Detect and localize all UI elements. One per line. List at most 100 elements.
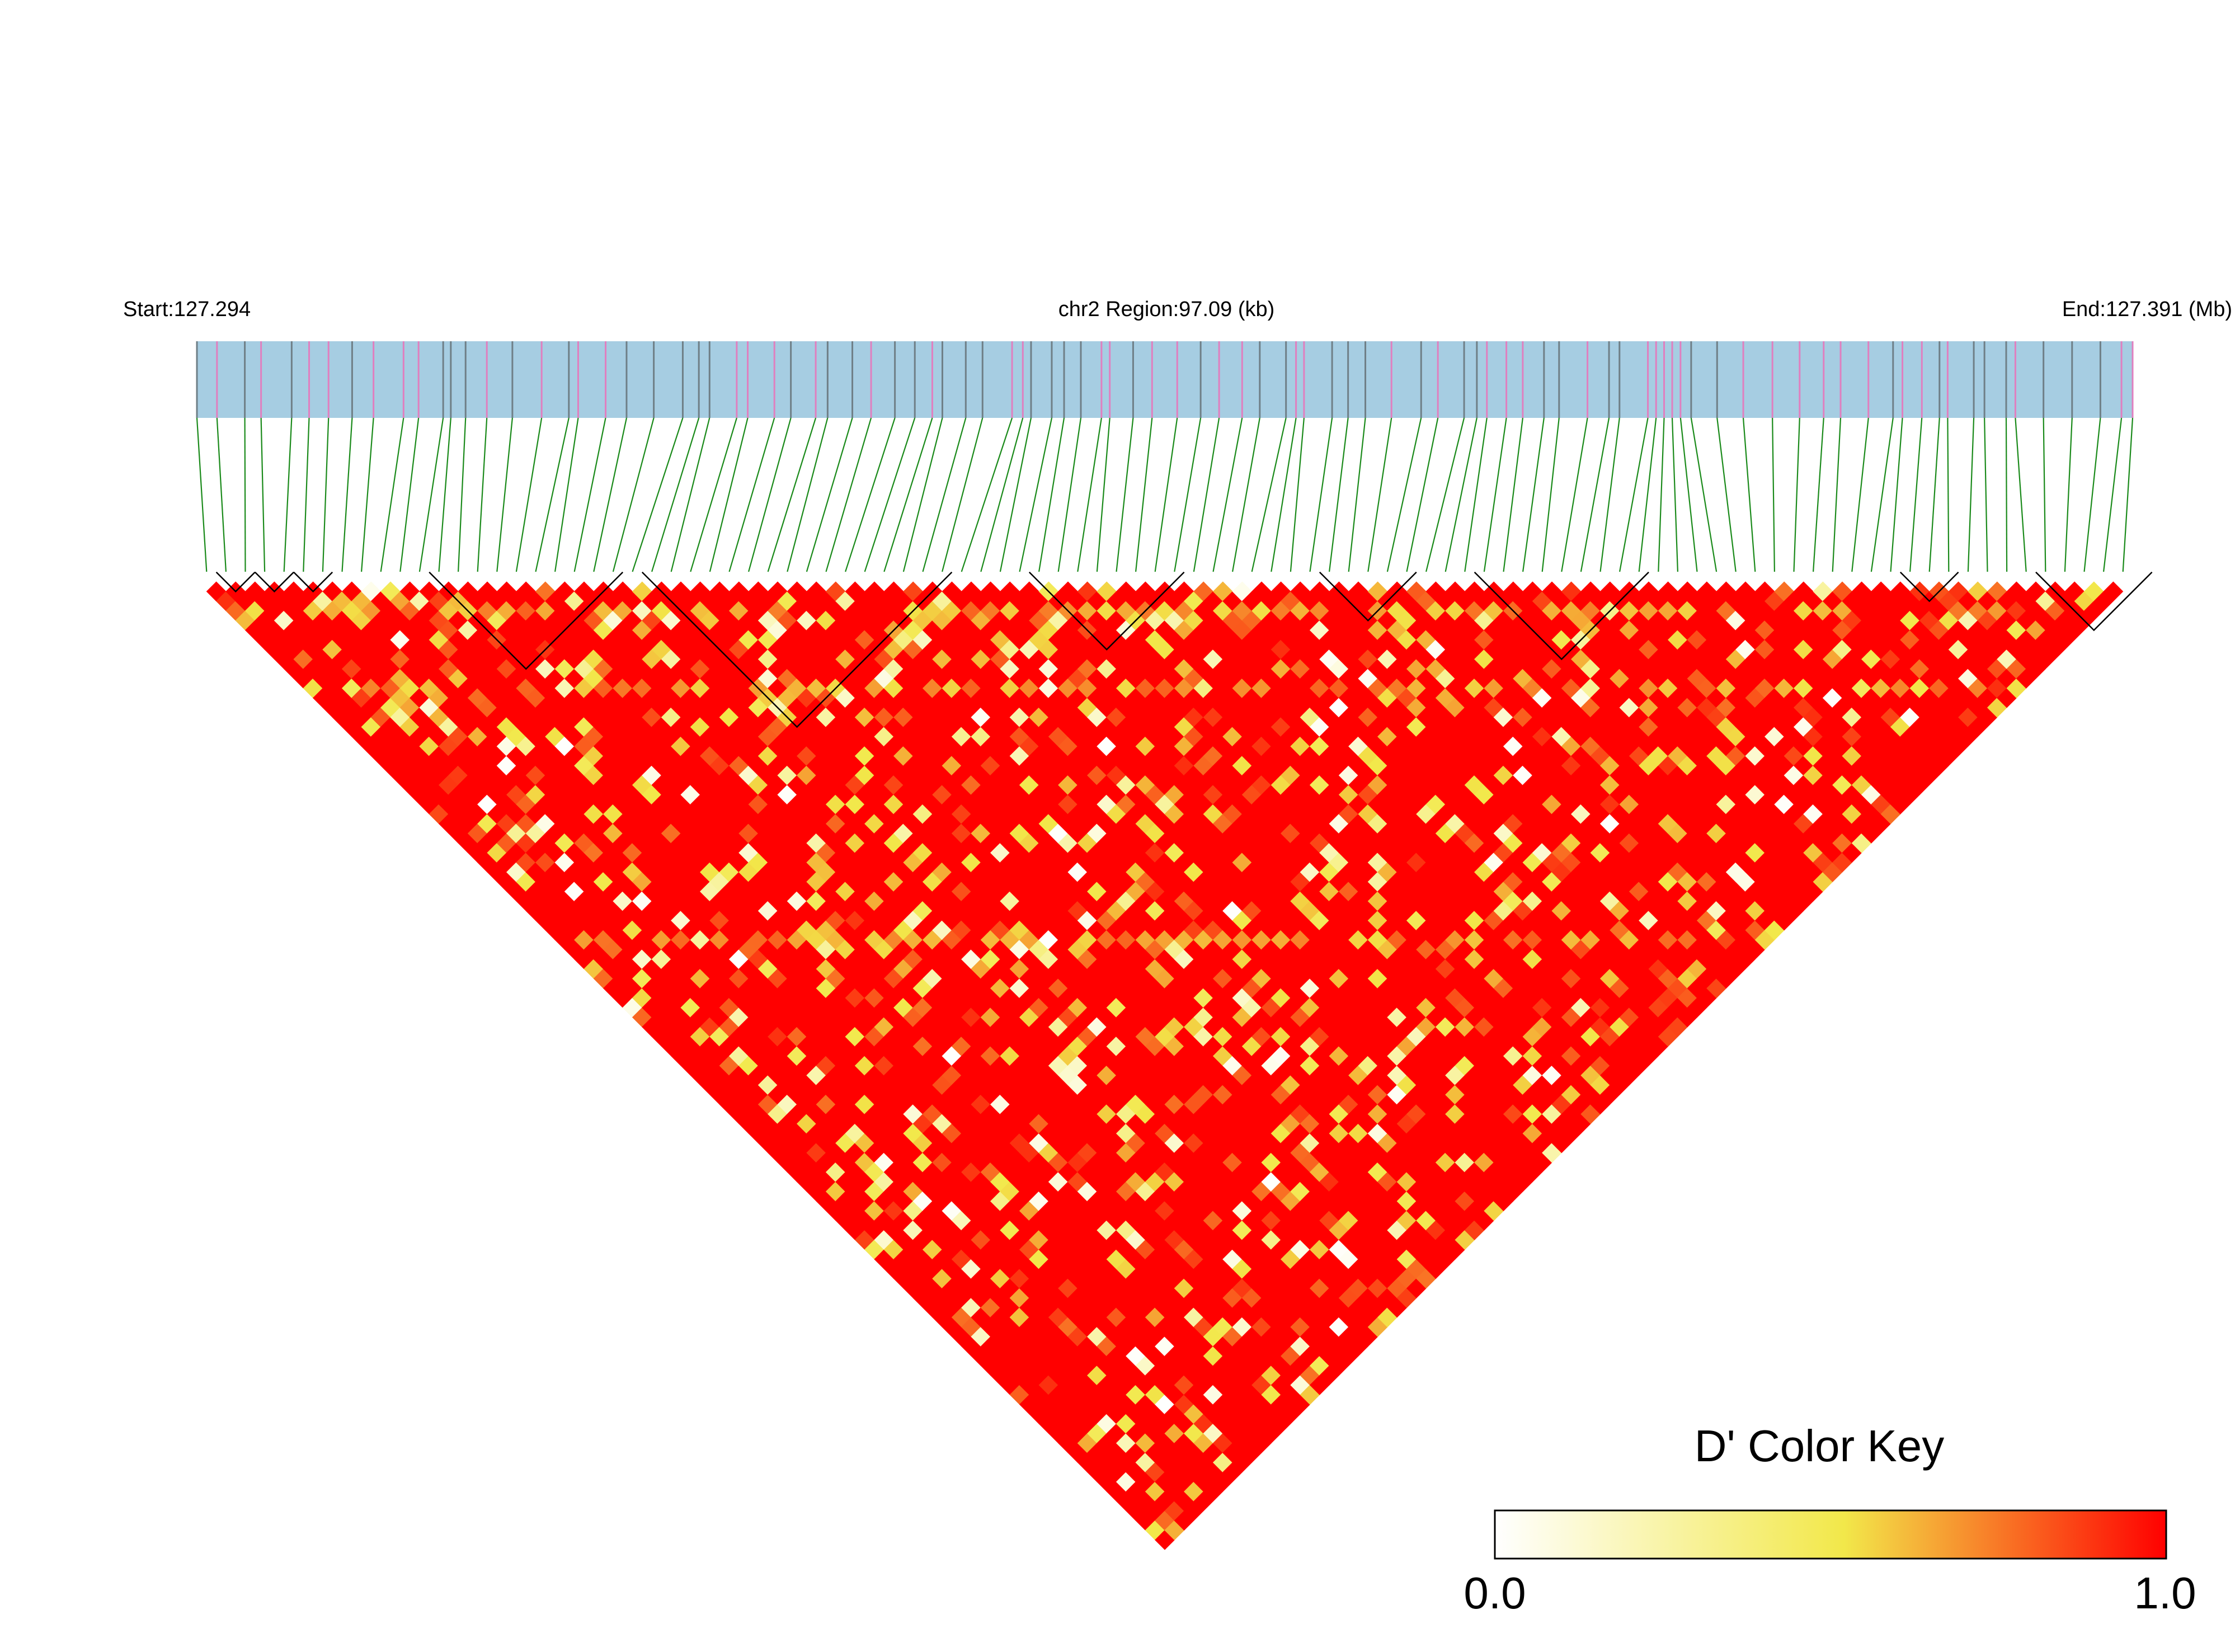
ld-cell xyxy=(1668,939,1688,960)
ld-cell xyxy=(1580,988,1601,1008)
ld-cell xyxy=(1774,658,1795,679)
ld-cell xyxy=(1126,1191,1146,1212)
ld-cell xyxy=(1019,833,1039,853)
ld-cell xyxy=(1261,881,1282,902)
ld-cell xyxy=(1522,910,1543,931)
ld-cell xyxy=(1097,678,1117,699)
ld-cell xyxy=(487,843,507,863)
ld-cell xyxy=(874,1133,895,1154)
ld-cell xyxy=(554,930,575,950)
ld-cell xyxy=(932,1191,952,1212)
ld-cell xyxy=(584,688,604,708)
ld-cell xyxy=(893,1094,914,1115)
ld-cell xyxy=(1367,833,1388,853)
ld-cell xyxy=(1416,939,1436,960)
ld-cell xyxy=(893,881,914,902)
ld-cell xyxy=(1251,1027,1272,1047)
ld-cell xyxy=(690,639,711,660)
ld-cell xyxy=(1241,1385,1262,1405)
ld-cell xyxy=(1241,610,1262,631)
ld-cell xyxy=(990,688,1010,708)
ld-cell xyxy=(661,939,681,960)
ld-cell xyxy=(1725,901,1746,921)
ld-cell xyxy=(390,649,411,670)
ld-cell xyxy=(1300,649,1320,670)
ld-cell xyxy=(1222,649,1243,670)
ld-cell xyxy=(1716,581,1737,602)
ld-cell xyxy=(1193,813,1214,834)
ld-cell xyxy=(1048,649,1069,670)
ld-cell xyxy=(709,775,730,796)
ld-cell xyxy=(1029,1365,1049,1386)
ld-cell xyxy=(1658,794,1678,815)
ld-cell xyxy=(951,920,972,940)
snp-connector xyxy=(1851,417,1869,572)
snp-connector xyxy=(554,417,579,572)
ld-cell xyxy=(690,1027,711,1047)
ld-cell xyxy=(603,939,623,960)
ld-cell xyxy=(1251,736,1272,756)
ld-cell xyxy=(1338,920,1359,940)
ld-cell xyxy=(825,833,846,853)
ld-cell xyxy=(1338,1152,1359,1173)
ld-cell xyxy=(1416,746,1436,766)
ld-cell xyxy=(971,978,991,999)
ld-cell xyxy=(709,1027,730,1047)
ld-cell xyxy=(1706,784,1726,805)
ld-cell xyxy=(1193,1027,1214,1047)
ld-cell xyxy=(1290,1142,1311,1163)
ld-cell xyxy=(1212,794,1233,815)
ld-cell xyxy=(1241,688,1262,708)
ld-cell xyxy=(1484,852,1504,873)
ld-cell xyxy=(1648,784,1669,805)
ld-cell xyxy=(1658,601,1678,621)
ld-cell xyxy=(1619,872,1640,892)
snp-connector xyxy=(632,417,684,572)
ld-cell xyxy=(487,649,507,670)
ld-cell xyxy=(1474,920,1494,940)
ld-cell xyxy=(1135,736,1156,756)
ld-cell xyxy=(757,649,778,670)
ld-cell xyxy=(1484,775,1504,796)
ld-cell xyxy=(1387,949,1408,969)
ld-cell xyxy=(1029,1133,1049,1154)
ld-cell xyxy=(1184,1036,1204,1057)
ld-cell xyxy=(1038,988,1059,1008)
ld-cell xyxy=(235,591,256,611)
ld-cell xyxy=(1416,1075,1436,1095)
ld-cell xyxy=(1000,678,1020,699)
ld-cell xyxy=(874,978,895,999)
ld-cell xyxy=(1309,833,1330,853)
ld-cell xyxy=(516,698,537,718)
ld-cell xyxy=(1126,1288,1146,1309)
ld-cell xyxy=(1619,601,1640,621)
ld-cell xyxy=(1126,1016,1146,1037)
ld-cell xyxy=(1338,669,1359,689)
ld-cell xyxy=(564,939,585,960)
ld-cell xyxy=(1029,1036,1049,1057)
ld-cell xyxy=(1571,939,1591,960)
ld-cell xyxy=(1164,688,1185,708)
ld-cell xyxy=(690,658,711,679)
ld-cell xyxy=(787,678,807,699)
ld-cell xyxy=(1639,736,1659,756)
ld-cell xyxy=(1281,1365,1301,1386)
ld-cell xyxy=(651,833,672,853)
ld-cell xyxy=(1232,1297,1253,1318)
ld-cell xyxy=(738,978,759,999)
ld-cell xyxy=(1387,1278,1408,1298)
ld-cell xyxy=(748,1085,769,1105)
ld-cell xyxy=(1822,823,1843,844)
ld-cell xyxy=(1048,1075,1069,1095)
ld-cell xyxy=(1097,1162,1117,1183)
ld-cell xyxy=(1435,1249,1456,1269)
ld-cell xyxy=(525,688,546,708)
ld-cell xyxy=(1281,862,1301,882)
snp-connector xyxy=(1483,417,1507,572)
ld-cell xyxy=(1551,688,1572,708)
ld-cell xyxy=(1464,891,1485,911)
ld-cell xyxy=(903,1201,924,1221)
ld-cell xyxy=(1145,1016,1165,1037)
ld-cell xyxy=(1193,1491,1214,1512)
ld-cell xyxy=(1135,1375,1156,1395)
